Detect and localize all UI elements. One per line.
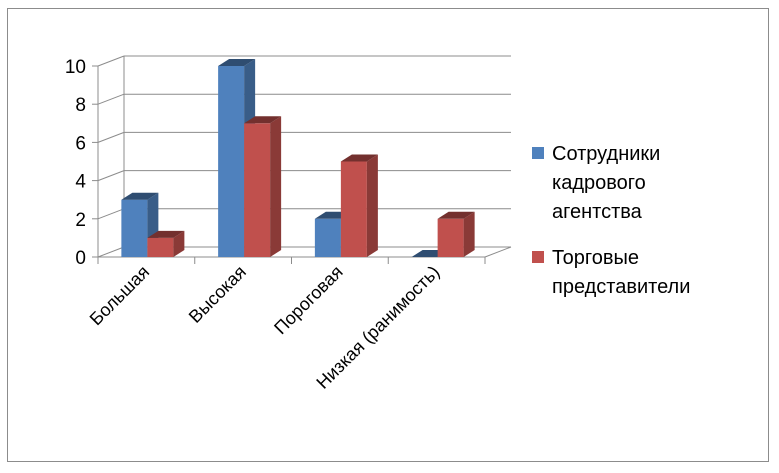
gridline-side bbox=[97, 246, 125, 258]
legend-label: агентства bbox=[552, 201, 643, 223]
y-tick-label: 4 bbox=[75, 172, 86, 193]
legend-swatch bbox=[532, 251, 544, 263]
bars bbox=[121, 59, 475, 257]
bar-side bbox=[173, 230, 185, 257]
legend: Сотрудники кадрового агентства Торговые пред… bbox=[532, 143, 690, 298]
bar-front bbox=[218, 66, 245, 257]
gridline-side bbox=[97, 131, 125, 143]
bar bbox=[244, 116, 282, 257]
floor-right-edge bbox=[484, 246, 512, 258]
legend-item: Сотрудники кадрового агентства bbox=[532, 143, 660, 223]
gridline-side bbox=[97, 170, 125, 182]
y-tick-label: 6 bbox=[75, 133, 86, 154]
gridline-side bbox=[97, 93, 125, 105]
bar-front bbox=[314, 218, 341, 257]
bar-top bbox=[244, 116, 282, 124]
bar-front bbox=[121, 199, 148, 257]
x-tick-label: Пороговая bbox=[270, 262, 347, 339]
bar-top bbox=[121, 192, 159, 200]
bar-top bbox=[437, 211, 475, 219]
bar-top bbox=[340, 154, 378, 162]
legend-swatch bbox=[532, 147, 544, 159]
gridline-side bbox=[97, 55, 125, 67]
y-tick-label: 10 bbox=[65, 57, 86, 78]
bar-front bbox=[244, 123, 271, 257]
bar bbox=[147, 230, 185, 257]
legend-label: Торговые bbox=[552, 247, 639, 269]
bar-front bbox=[340, 161, 367, 257]
y-tick-label: 0 bbox=[75, 248, 86, 269]
bar bbox=[340, 154, 378, 257]
legend-item: Торговые представители bbox=[532, 247, 690, 298]
y-axis-tick-labels: 0 2 4 6 8 10 bbox=[65, 57, 87, 269]
y-tick-label: 8 bbox=[75, 95, 86, 116]
x-tick-label: Большая bbox=[86, 262, 154, 330]
bar-side bbox=[270, 116, 282, 257]
bar-front bbox=[437, 218, 464, 257]
legend-label: Сотрудники bbox=[552, 143, 660, 165]
legend-label: представители bbox=[552, 276, 690, 298]
bar bbox=[121, 192, 159, 257]
bar-top bbox=[218, 59, 256, 66]
gridline-side bbox=[97, 208, 125, 220]
bar-top bbox=[147, 230, 185, 238]
bar bbox=[437, 211, 475, 257]
bar-side bbox=[463, 211, 475, 257]
y-tick-label: 2 bbox=[75, 210, 86, 231]
bar-front bbox=[147, 237, 174, 257]
legend-label: кадрового bbox=[552, 172, 646, 194]
bar-side bbox=[366, 154, 378, 257]
x-tick-label: Высокая bbox=[185, 262, 250, 327]
